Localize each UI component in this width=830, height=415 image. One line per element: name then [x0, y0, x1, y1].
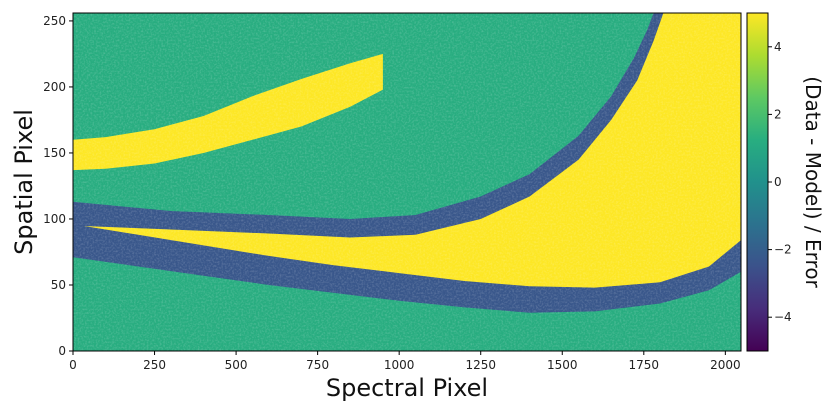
y-tick-label: 100	[43, 212, 66, 226]
colorbar-ticks: −4 −2 0 2 4	[768, 40, 792, 324]
y-axis-label: Spatial Pixel	[10, 109, 38, 255]
y-tick-label: 0	[58, 344, 66, 358]
heatmap-plot-area	[73, 13, 741, 351]
colorbar-tick-label: −2	[774, 243, 792, 257]
noise-texture	[73, 13, 741, 351]
y-tick-label: 150	[43, 146, 66, 160]
x-tick-label: 750	[306, 358, 329, 372]
x-tick-label: 1750	[629, 358, 660, 372]
colorbar-tick-label: 0	[774, 175, 782, 189]
x-axis-ticks: 0 250 500 750 1000 1250 1500 1750 2000	[69, 351, 741, 372]
x-tick-label: 1250	[465, 358, 496, 372]
x-tick-label: 250	[143, 358, 166, 372]
colorbar-tick-label: −4	[774, 310, 792, 324]
x-tick-label: 1500	[547, 358, 578, 372]
colorbar-tick-label: 2	[774, 107, 782, 121]
x-tick-label: 500	[225, 358, 248, 372]
colorbar-label: (Data - Model) / Error	[801, 76, 825, 288]
y-tick-label: 200	[43, 80, 66, 94]
x-tick-label: 1000	[384, 358, 415, 372]
plot-frame	[72, 12, 742, 352]
x-tick-label: 2000	[710, 358, 741, 372]
colorbar	[746, 12, 769, 352]
y-axis-ticks: 0 50 100 150 200 250	[43, 14, 73, 358]
x-tick-label: 0	[69, 358, 77, 372]
colorbar-tick-label: 4	[774, 40, 782, 54]
y-tick-label: 50	[51, 278, 66, 292]
x-axis-label: Spectral Pixel	[326, 374, 488, 402]
y-tick-label: 250	[43, 14, 66, 28]
